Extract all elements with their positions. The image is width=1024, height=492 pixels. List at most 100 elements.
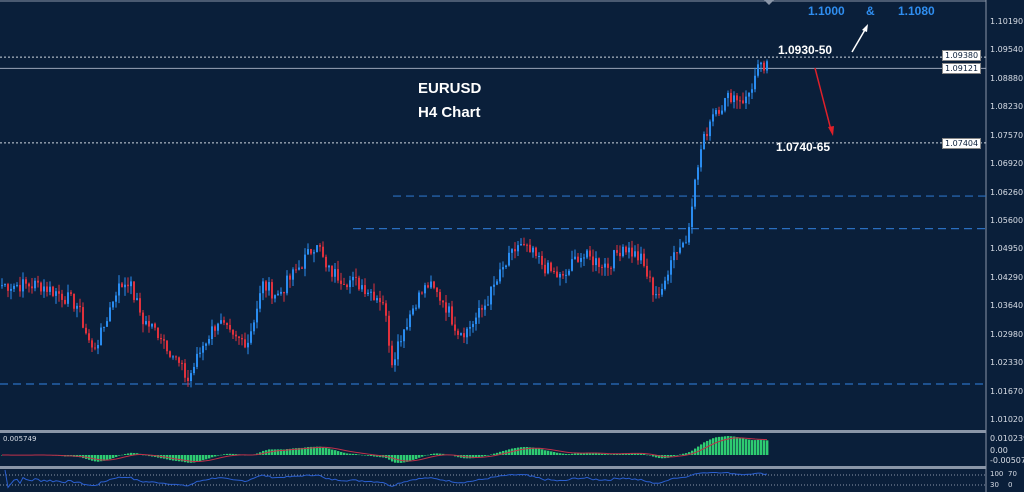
candle-body	[7, 284, 9, 291]
candle-body	[583, 257, 585, 259]
macd-histogram-bar	[367, 455, 370, 456]
candle-body	[25, 279, 27, 284]
macd-histogram-bar	[406, 455, 409, 462]
candle-body	[283, 291, 285, 294]
candle-body	[589, 250, 591, 257]
candle-body	[160, 338, 162, 340]
candle-body	[670, 260, 672, 275]
macd-histogram-bar	[499, 451, 502, 455]
candle-body	[664, 280, 666, 290]
macd-histogram-bar	[682, 453, 685, 455]
macd-histogram-bar	[427, 454, 430, 456]
candle-body	[667, 274, 669, 281]
candle-body	[586, 250, 588, 258]
macd-histogram-bar	[403, 455, 406, 463]
pane-separator-macd[interactable]	[0, 430, 986, 433]
candle-body	[214, 326, 216, 331]
candle-body	[85, 327, 87, 334]
macd-histogram-bar	[295, 448, 298, 455]
macd-histogram-bar	[559, 453, 562, 455]
candle-body	[52, 286, 54, 296]
candle-body	[556, 271, 558, 278]
macd-signal-line	[1, 437, 768, 463]
candle-body	[64, 299, 66, 304]
candle-body	[154, 323, 156, 328]
candle-body	[649, 276, 651, 278]
macd-histogram-bar	[226, 453, 229, 455]
macd-histogram-bar	[271, 449, 274, 455]
candle-body	[40, 282, 42, 292]
macd-histogram-bar	[736, 437, 739, 455]
macd-histogram-bar	[502, 450, 505, 455]
candle-body	[766, 61, 768, 71]
price-axis-label: 1.04950	[990, 244, 1024, 254]
candle-body	[415, 307, 417, 309]
macd-histogram-bar	[181, 455, 184, 462]
candle-body	[685, 242, 687, 244]
candle-body	[469, 327, 471, 329]
macd-histogram-bar	[274, 449, 277, 455]
macd-histogram-bar	[619, 453, 622, 455]
macd-histogram-bar	[133, 453, 136, 455]
candle-body	[403, 329, 405, 342]
candle-body	[169, 351, 171, 357]
macd-histogram-bar	[529, 447, 532, 455]
candle-body	[103, 326, 105, 328]
candle-body	[757, 64, 759, 76]
macd-histogram-bar	[352, 453, 355, 455]
candle-body	[112, 301, 114, 308]
candle-body	[268, 282, 270, 291]
candle-body	[340, 280, 342, 284]
up-arrow-icon	[851, 27, 867, 53]
candle-body	[202, 345, 204, 353]
candle-body	[121, 283, 123, 288]
macd-histogram-bar	[706, 440, 709, 455]
candle-body	[727, 92, 729, 99]
candle-body	[358, 277, 360, 290]
macd-histogram-bar	[589, 452, 592, 455]
macd-histogram-bar	[478, 455, 481, 458]
candle-body	[595, 258, 597, 266]
candle-body	[637, 251, 639, 261]
macd-histogram-bar	[646, 454, 649, 456]
candle-body	[616, 250, 618, 253]
candle-body	[175, 356, 177, 358]
macd-histogram-bar	[283, 449, 286, 455]
scroll-marker-icon[interactable]	[764, 0, 774, 5]
candle-body	[115, 295, 117, 302]
candle-body	[265, 281, 267, 291]
candle-body	[535, 247, 537, 256]
macd-histogram-bar	[745, 439, 748, 455]
candle-body	[709, 121, 711, 137]
candle-body	[472, 324, 474, 328]
candle-body	[289, 275, 291, 280]
candle-body	[433, 281, 435, 288]
rsi-axis-70: 70	[1008, 470, 1017, 478]
macd-histogram-bar	[310, 446, 313, 455]
candle-body	[439, 292, 441, 301]
candle-body	[700, 149, 702, 168]
macd-histogram-bar	[595, 453, 598, 455]
macd-histogram-bar	[220, 454, 223, 456]
macd-histogram-bar	[742, 438, 745, 455]
pane-separator-rsi[interactable]	[0, 466, 986, 469]
candle-body	[760, 62, 762, 65]
candle-body	[679, 247, 681, 253]
macd-histogram-bar	[421, 455, 424, 457]
candle-body	[436, 287, 438, 293]
candle-body	[67, 292, 69, 304]
candle-body	[463, 333, 465, 338]
candle-body	[325, 256, 327, 268]
candle-body	[217, 323, 219, 331]
macd-histogram-bar	[94, 455, 97, 462]
candle-body	[301, 267, 303, 269]
macd-histogram-bar	[607, 454, 610, 455]
macd-histogram-bar	[556, 452, 559, 455]
macd-histogram-bar	[301, 447, 304, 455]
macd-histogram-bar	[229, 453, 232, 455]
candle-body	[484, 305, 486, 310]
candle-body	[490, 286, 492, 305]
macd-histogram-bar	[484, 455, 487, 457]
macd-histogram-bar	[214, 455, 217, 457]
